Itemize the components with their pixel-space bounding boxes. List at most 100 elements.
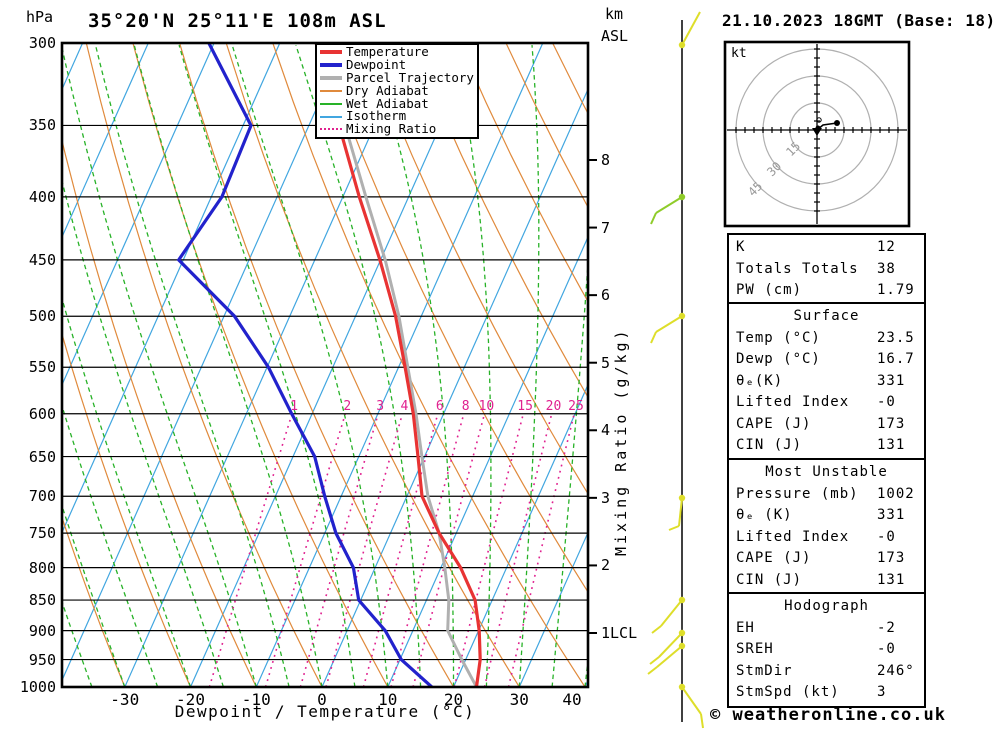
wet-adiabat-line: [518, 45, 540, 687]
mixing-ratio-value-2: 2: [343, 399, 352, 414]
wind-barb-column: [647, 11, 704, 729]
isotherm-line: [452, 383, 588, 687]
row-value: 3: [877, 684, 887, 700]
hodograph-table-row: SREH -0: [729, 639, 924, 661]
pressure-tick-label-700: 700: [28, 487, 56, 506]
indices-table-row: PW (cm) 1.79: [729, 280, 924, 302]
row-value: 173: [877, 550, 906, 566]
wind-barb-flag: [650, 331, 657, 344]
hodograph-table-row: StmSpd (kt) 3: [729, 682, 924, 704]
legend-item-label: Wet Adiabat: [346, 95, 429, 111]
mixing-ratio-value-6: 6: [435, 399, 444, 414]
row-label: Temp (°C): [736, 329, 821, 346]
legend-item-label: Isotherm: [346, 108, 407, 124]
isotherm-line: [518, 531, 588, 687]
row-value: 131: [877, 571, 906, 588]
km-tick-label-1LCL: 1LCL: [601, 623, 638, 642]
mixing-ratio-value-1: 1: [290, 399, 299, 414]
pressure-tick-label-550: 550: [28, 358, 56, 377]
altitude-axis-unit-asl: ASL: [601, 27, 629, 45]
km-tick-label-7: 7: [601, 218, 611, 237]
x-axis-title: Dewpoint / Temperature (°C): [174, 702, 476, 721]
temp-tick-label--10: -10: [241, 690, 271, 709]
pressure-tick-label-850: 850: [28, 591, 56, 610]
row-label: Totals Totals: [736, 260, 859, 277]
temp-tick-label--30: -30: [110, 690, 140, 709]
surface-table-row: CIN (J) 131: [729, 435, 924, 457]
wind-barb-stem: [681, 11, 701, 46]
pressure-tick-label-650: 650: [28, 447, 56, 466]
hodograph-table-row: StmDir 246°: [729, 661, 924, 683]
wind-barb-stem: [678, 497, 683, 527]
row-label: EH: [736, 619, 755, 636]
temp-tick-label--20: -20: [176, 690, 205, 709]
mixing-ratio-value-8: 8: [461, 399, 470, 414]
wet-adiabat-line: [94, 44, 290, 687]
indices-table-row: Totals Totals 38: [729, 259, 924, 281]
legend-line-sample: [320, 128, 342, 131]
hodograph-trace-end-dot: [834, 120, 840, 126]
legend-item-dry-adiabat: Dry Adiabat: [317, 84, 477, 98]
temp-tick-label-30: 30: [509, 690, 529, 709]
wind-barb-stem: [656, 645, 683, 668]
mixing-ratio-value-15: 15: [517, 399, 533, 414]
mixing-ratio-line: [264, 413, 347, 687]
pressure-tick-label-600: 600: [28, 404, 56, 423]
wet-adiabat-line: [62, 44, 257, 687]
dry-adiabat-line: [85, 43, 323, 687]
surface-table-row: CAPE (J) 173: [729, 414, 924, 436]
surface-table: Surface Temp (°C) 23.5 Dewp (°C) 16.7 θₑ(K) 33…: [727, 302, 926, 461]
legend-item-wet-adiabat: Wet Adiabat: [317, 95, 477, 111]
surface-table-header: Surface: [793, 308, 860, 324]
pressure-tick-label-950: 950: [28, 650, 56, 669]
wet-adiabat-line: [231, 44, 389, 687]
row-value: 38: [877, 260, 896, 277]
wet-adiabat-line: [133, 44, 323, 687]
row-value: 1002: [877, 485, 915, 502]
legend-item-mixing-ratio: Mixing Ratio: [317, 123, 477, 136]
pressure-tick-label-300: 300: [28, 34, 56, 52]
row-value: 331: [877, 372, 906, 389]
row-value: -0: [877, 528, 896, 545]
row-label: θₑ(K): [736, 372, 784, 389]
legend-item-label: Mixing Ratio: [346, 121, 437, 137]
mixing-ratio-value-3: 3: [376, 399, 385, 414]
dewpoint-curve: [176, 43, 433, 687]
legend-item-label: Dewpoint: [346, 57, 407, 73]
row-label: Lifted Index: [736, 394, 850, 410]
mixing-ratio-line: [208, 413, 293, 687]
isotherm-line: [255, 43, 544, 687]
wind-barb-stem: [658, 632, 683, 658]
mixing-ratio-value-10: 10: [478, 399, 495, 414]
pressure-axis-unit: hPa: [26, 8, 54, 26]
km-tick-label-4: 4: [601, 421, 611, 440]
hodograph-table-row: EH -2: [729, 618, 924, 640]
mixing-ratio-value-4: 4: [400, 399, 409, 414]
isotherm-line: [321, 87, 588, 687]
temp-tick-label-0: 0: [317, 690, 327, 709]
pressure-tick-label-350: 350: [28, 116, 56, 135]
surface-table-row: Lifted Index -0: [729, 392, 924, 414]
wind-barb-flag: [649, 656, 660, 665]
wet-adiabat-line: [62, 503, 126, 687]
row-value: 23.5: [877, 329, 915, 346]
copyright: © weatheronline.co.uk: [710, 705, 946, 725]
row-label: CIN (J): [736, 437, 803, 453]
temp-tick-label-10: 10: [378, 690, 398, 709]
most-unstable-table-row: θₑ (K) 331: [729, 505, 924, 527]
row-value: 246°: [877, 662, 915, 679]
mixing-ratio-line: [412, 413, 486, 687]
row-value: 12: [877, 239, 896, 255]
row-label: CAPE (J): [736, 415, 812, 432]
run-datetime: 21.10.2023 18GMT (Base: 18): [722, 11, 996, 30]
dry-adiabat-line: [272, 43, 586, 687]
row-label: Pressure (mb): [736, 485, 859, 502]
legend-line-sample: [320, 50, 342, 55]
most-unstable-table-header: Most Unstable: [765, 464, 888, 480]
row-label: Dewp (°C): [736, 351, 821, 367]
legend-item-temperature: Temperature: [317, 46, 477, 59]
row-value: 331: [877, 507, 906, 523]
dry-adiabat-line: [179, 43, 455, 687]
pressure-tick-label-500: 500: [28, 307, 56, 326]
row-label: θₑ (K): [736, 507, 793, 523]
